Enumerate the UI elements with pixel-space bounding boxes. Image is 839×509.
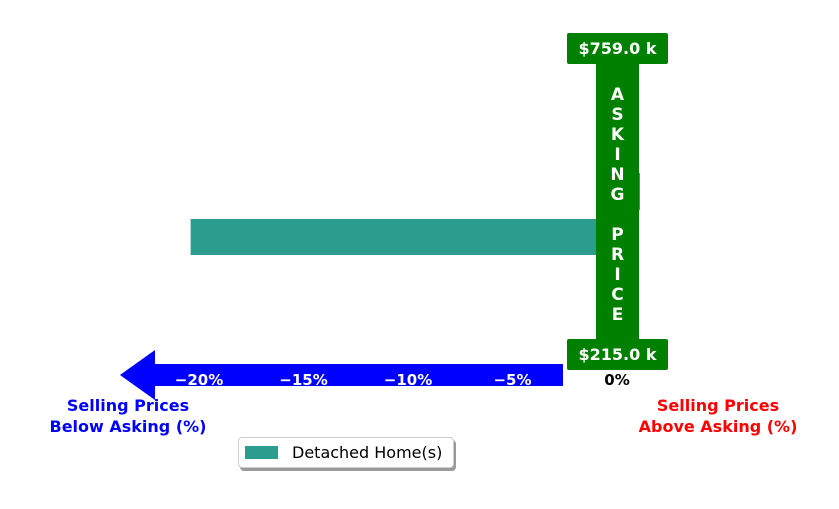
x-tick-label: −20% — [175, 371, 223, 389]
x-tick-label: 0% — [604, 371, 629, 389]
asking-high-value: $759.0 k — [579, 39, 657, 58]
legend: Detached Home(s) — [238, 437, 454, 468]
bar-layer — [190, 173, 640, 255]
x-tick-label: −10% — [384, 371, 432, 389]
x-tick-label: −15% — [279, 371, 327, 389]
asking-low-value: $215.0 k — [579, 345, 657, 364]
x-tick-label: −5% — [493, 371, 531, 389]
asking-price-pillar — [596, 60, 639, 342]
x-tick-labels: −20% −15% −10% −5% 0% — [175, 371, 630, 389]
legend-swatch — [245, 446, 278, 459]
asking-low-box — [567, 339, 668, 370]
below-asking-arrow — [120, 350, 563, 400]
asking-high-box — [567, 33, 668, 64]
arrow-shape — [120, 350, 563, 400]
below-asking-label: Selling Prices Below Asking (%) — [49, 396, 207, 436]
legend-label: Detached Home(s) — [292, 443, 443, 462]
bar-below — [190, 219, 617, 255]
above-asking-label: Selling Prices Above Asking (%) — [638, 396, 798, 436]
